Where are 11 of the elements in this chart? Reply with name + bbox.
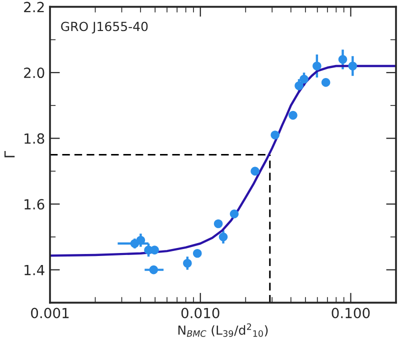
y-tick-label: 2.0 xyxy=(24,68,44,78)
x-tick-label: 0.001 xyxy=(31,308,69,318)
y-tick-label: 2.2 xyxy=(24,2,44,12)
y-tick-label: 1.6 xyxy=(24,199,44,210)
y-tick-label: 1.8 xyxy=(24,133,44,144)
x-axis-title: N$_{BMC}$ (L$_{39}$/d$^{2}$$_{10}$) xyxy=(178,323,268,337)
y-tick-label: 1.4 xyxy=(24,264,44,276)
y-axis-title: Γ xyxy=(4,150,15,158)
annotation: GRO J1655-40 xyxy=(61,22,148,34)
x-tick-label: 0.010 xyxy=(181,308,220,318)
x-tick-label: 0.100 xyxy=(332,308,370,318)
